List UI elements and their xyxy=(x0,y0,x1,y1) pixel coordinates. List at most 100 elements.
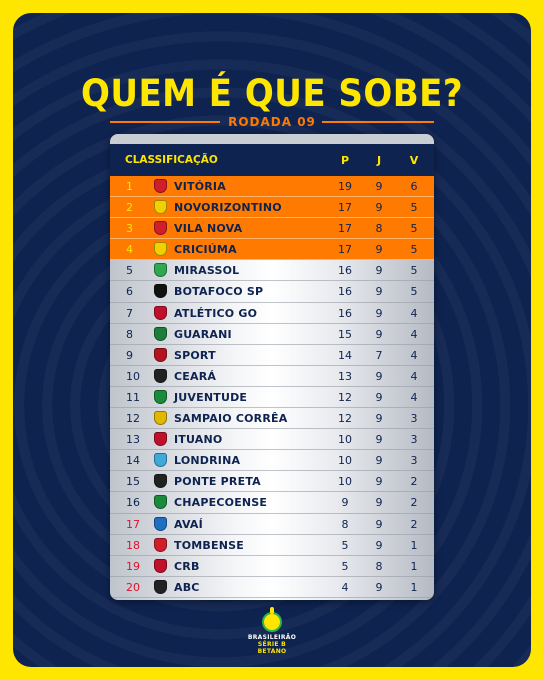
wins-cell: 5 xyxy=(410,285,418,299)
team-name: ITUANO xyxy=(174,433,223,447)
games-cell: 9 xyxy=(375,369,383,383)
team-crest-icon xyxy=(154,558,167,573)
round-subtitle: RODADA 09 xyxy=(228,115,316,129)
points-cell: 5 xyxy=(341,559,349,573)
position-cell: 4 xyxy=(126,243,133,257)
team-crest-icon xyxy=(154,242,167,257)
team-name: ABC xyxy=(174,580,200,594)
position-cell: 1 xyxy=(126,180,133,193)
games-cell: 9 xyxy=(375,496,383,510)
team-crest-icon xyxy=(154,579,167,594)
points-cell: 10 xyxy=(338,454,352,468)
wins-cell: 1 xyxy=(410,580,418,594)
team-name: SAMPAIO CORRÊA xyxy=(174,412,288,426)
games-cell: 9 xyxy=(375,201,383,215)
wins-cell: 4 xyxy=(410,369,418,383)
team-crest-icon xyxy=(154,305,167,320)
team-name: MIRASSOL xyxy=(174,264,240,278)
position-cell: 7 xyxy=(126,306,133,320)
wins-cell: 3 xyxy=(410,454,418,468)
position-cell: 9 xyxy=(126,348,133,362)
points-cell: 15 xyxy=(338,327,352,341)
logo-line2: SÉRIE B BETANO xyxy=(257,641,287,655)
wins-cell: 4 xyxy=(410,390,418,404)
team-crest-icon xyxy=(154,495,167,510)
wins-cell: 5 xyxy=(410,243,418,257)
games-cell: 7 xyxy=(375,348,383,362)
table-row: 6 BOTAFOCO SP 16 9 5 xyxy=(110,281,434,303)
header-classification: CLASSIFICAÇÃO xyxy=(125,154,218,166)
brasileirao-logo: BRASILEIRÃO SÉRIE B BETANO xyxy=(244,607,300,668)
wins-cell: 5 xyxy=(410,264,418,278)
points-cell: 16 xyxy=(338,264,352,278)
games-cell: 9 xyxy=(375,264,383,278)
team-crest-icon xyxy=(154,389,167,404)
team-crest-icon xyxy=(154,411,167,426)
table-row: 20 ABC 4 9 1 xyxy=(110,577,434,598)
table-row: 8 GUARANI 15 9 4 xyxy=(110,324,434,345)
points-cell: 9 xyxy=(341,496,349,510)
team-name: NOVORIZONTINO xyxy=(174,201,282,215)
position-cell: 20 xyxy=(126,580,140,594)
wins-cell: 4 xyxy=(410,306,418,320)
table-row: 12 SAMPAIO CORRÊA 12 9 3 xyxy=(110,408,434,430)
team-crest-icon xyxy=(154,474,167,489)
position-cell: 6 xyxy=(126,285,133,299)
team-crest-icon xyxy=(154,516,167,531)
team-name: VILA NOVA xyxy=(174,222,243,236)
header-games: J xyxy=(376,154,382,167)
team-name: CHAPECOENSE xyxy=(174,496,268,510)
points-cell: 14 xyxy=(338,348,352,362)
table-row: 19 CRB 5 8 1 xyxy=(110,556,434,577)
games-cell: 9 xyxy=(375,180,383,193)
logo-line1: BRASILEIRÃO xyxy=(247,634,297,641)
team-crest-icon xyxy=(154,368,167,383)
table-row: 11 JUVENTUDE 12 9 4 xyxy=(110,387,434,409)
points-cell: 17 xyxy=(338,243,352,257)
wins-cell: 4 xyxy=(410,348,418,362)
table-row: 2 NOVORIZONTINO 17 9 5 xyxy=(110,197,434,219)
position-cell: 5 xyxy=(126,264,133,278)
games-cell: 9 xyxy=(375,475,383,489)
games-cell: 9 xyxy=(375,433,383,447)
wins-cell: 1 xyxy=(410,538,418,552)
games-cell: 9 xyxy=(375,306,383,320)
points-cell: 12 xyxy=(338,390,352,404)
wins-cell: 5 xyxy=(410,222,418,236)
team-name: GUARANI xyxy=(174,327,232,341)
position-cell: 13 xyxy=(126,433,140,447)
table-row: 1 VITÓRIA 19 9 6 xyxy=(110,176,434,198)
points-cell: 13 xyxy=(338,369,352,383)
position-cell: 15 xyxy=(126,475,140,489)
games-cell: 9 xyxy=(375,517,383,531)
header-wins: V xyxy=(409,154,419,167)
points-cell: 17 xyxy=(338,222,352,236)
points-cell: 10 xyxy=(338,475,352,489)
points-cell: 8 xyxy=(341,517,349,531)
team-name: CRICIÚMA xyxy=(174,243,237,257)
team-name: LONDRINA xyxy=(174,454,241,468)
table-header: CLASSIFICAÇÃO P J V xyxy=(110,134,434,176)
team-name: SPORT xyxy=(174,348,216,362)
points-cell: 19 xyxy=(338,180,352,193)
position-cell: 19 xyxy=(126,559,140,573)
games-cell: 8 xyxy=(375,222,383,236)
team-crest-icon xyxy=(154,221,167,236)
table-row: 9 SPORT 14 7 4 xyxy=(110,345,434,366)
team-name: TOMBENSE xyxy=(174,538,244,552)
games-cell: 9 xyxy=(375,285,383,299)
page-title: QUEM É QUE SOBE? xyxy=(80,72,464,115)
position-cell: 3 xyxy=(126,222,133,236)
games-cell: 9 xyxy=(375,412,383,426)
points-cell: 16 xyxy=(338,285,352,299)
table-row: 4 CRICIÚMA 17 9 5 xyxy=(110,239,434,261)
team-name: AVAÍ xyxy=(174,517,203,531)
games-cell: 9 xyxy=(375,327,383,341)
wins-cell: 5 xyxy=(410,201,418,215)
table-body: 1 VITÓRIA 19 9 6 2 NOVORIZONTINO 17 9 5 3 VILA NOVA… xyxy=(110,176,434,598)
points-cell: 17 xyxy=(338,201,352,215)
team-crest-icon xyxy=(154,200,167,215)
games-cell: 9 xyxy=(375,538,383,552)
points-cell: 12 xyxy=(338,412,352,426)
table-row: 16 CHAPECOENSE 9 9 2 xyxy=(110,492,434,514)
